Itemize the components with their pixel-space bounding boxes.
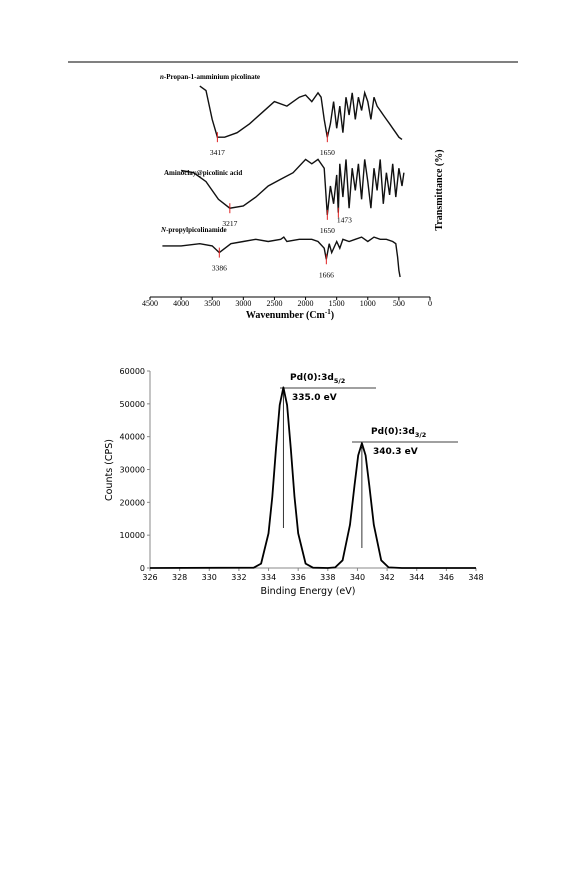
peak-label: 1650 — [320, 226, 335, 235]
peak-label: 1650 — [320, 148, 335, 157]
x-tick-label: 1500 — [329, 299, 345, 308]
x-tick-label: 3000 — [235, 299, 251, 308]
x-tick-label: 328 — [172, 573, 187, 582]
peak-label: 340.3 eV — [373, 447, 418, 457]
x-tick-label: 4000 — [173, 299, 189, 308]
text-part: Pd(0):3d — [371, 427, 415, 437]
peak-label: 3417 — [210, 148, 225, 157]
peak-label: 1666 — [319, 270, 334, 279]
text-part: Wavenumber (Cm — [246, 310, 326, 321]
series-label: N-propylpicolinamide — [160, 226, 227, 234]
x-tick-label: 2000 — [298, 299, 314, 308]
x-axis-label: Binding Energy (eV) — [261, 586, 356, 597]
x-tick-label: 332 — [231, 573, 246, 582]
y-tick-label: 0 — [140, 564, 145, 573]
spectrum — [180, 158, 405, 215]
text-part: Aminoclay@picolinic acid — [164, 169, 242, 177]
x-tick-label: 336 — [291, 573, 306, 582]
peak-label: 335.0 eV — [292, 393, 337, 403]
text-part: n — [160, 73, 164, 81]
series-label: n-Propan-1-amminium picolinate — [160, 73, 260, 81]
x-tick-label: 1000 — [360, 299, 376, 308]
peak-label: 3386 — [212, 264, 227, 273]
text-part: -Propan-1-amminium picolinate — [164, 73, 260, 81]
y-tick-label: 20000 — [120, 498, 145, 507]
spectrum — [199, 85, 403, 140]
xps-curve — [149, 386, 476, 569]
x-tick-label: 4500 — [142, 299, 158, 308]
peak-title: Pd(0):3d3/2 — [371, 427, 426, 439]
y-tick-label: 30000 — [120, 466, 145, 475]
x-tick-label: 346 — [439, 573, 454, 582]
text-part: 3/2 — [415, 431, 426, 439]
y-tick-label: 10000 — [120, 531, 145, 540]
x-tick-label: 500 — [393, 299, 405, 308]
text-part: -1 — [325, 308, 331, 316]
x-tick-label: 2500 — [266, 299, 282, 308]
x-tick-label: 330 — [202, 573, 217, 582]
y-tick-label: 50000 — [120, 400, 145, 409]
y-axis-label: Counts (CPS) — [104, 439, 115, 501]
spectrum — [162, 236, 401, 278]
y-axis-label: Transmittance (%) — [434, 149, 445, 230]
text-part: -propylpicolinamide — [166, 226, 227, 234]
y-tick-label: 60000 — [120, 367, 145, 376]
peak-label: 1473 — [337, 216, 352, 225]
x-tick-label: 348 — [468, 573, 483, 582]
peak-title: Pd(0):3d5/2 — [290, 373, 345, 385]
text-part: Pd(0):3d — [290, 373, 334, 383]
x-tick-label: 334 — [261, 573, 276, 582]
x-axis-label: Wavenumber (Cm-1) — [246, 308, 334, 321]
x-tick-label: 3500 — [204, 299, 220, 308]
x-tick-label: 344 — [409, 573, 424, 582]
series-label: Aminoclay@picolinic acid — [164, 169, 242, 177]
text-part: 5/2 — [334, 377, 345, 385]
peak-label: 3217 — [222, 219, 237, 228]
x-tick-label: 342 — [379, 573, 394, 582]
text-part: ) — [331, 310, 334, 321]
x-tick-label: 326 — [142, 573, 157, 582]
x-tick-label: 0 — [428, 299, 432, 308]
x-tick-label: 340 — [350, 573, 365, 582]
text-part: N — [160, 226, 167, 234]
y-tick-label: 40000 — [120, 433, 145, 442]
x-tick-label: 338 — [320, 573, 335, 582]
